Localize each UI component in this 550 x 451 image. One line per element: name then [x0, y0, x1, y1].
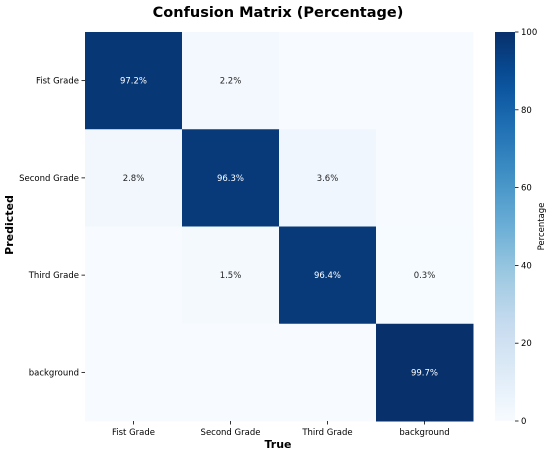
heatmap-cell — [182, 129, 280, 227]
x-tick-label: Third Grade — [301, 428, 352, 438]
cell-value-label: 97.2% — [120, 77, 147, 87]
heatmap-cell-labels: 97.2% 2.2% 2.8% 96.3% 3.6% 1.5% 96.4% 0.3% 99.7% — [120, 77, 438, 379]
y-tick-label: background — [29, 368, 79, 378]
x-axis-label: True — [264, 438, 291, 451]
cell-value-label: 3.6% — [317, 174, 339, 184]
heatmap-cell — [279, 226, 377, 325]
cell-value-label: 96.4% — [314, 271, 341, 281]
cell-value-label: 0.3% — [414, 271, 436, 281]
cell-value-label: 1.5% — [220, 271, 242, 281]
heatmap-cell — [279, 323, 377, 422]
colorbar-tick-label: 80 — [521, 106, 532, 116]
heatmap-cell — [85, 32, 183, 130]
colorbar-tick-label: 100 — [521, 28, 537, 38]
heatmap-cell — [182, 32, 280, 130]
x-tick-label: Second Grade — [201, 428, 261, 438]
cell-value-label: 2.2% — [220, 77, 242, 87]
chart-title: Confusion Matrix (Percentage) — [153, 5, 404, 21]
cell-value-label: 99.7% — [411, 368, 438, 378]
colorbar-tick-label: 20 — [521, 339, 532, 349]
x-axis-ticks: Fist Grade Second Grade Third Grade backgro… — [112, 421, 450, 438]
heatmap-cell — [279, 32, 377, 130]
y-tick-label: Third Grade — [28, 271, 79, 281]
colorbar-tick-label: 40 — [521, 261, 532, 271]
y-axis-ticks: Fist Grade Second Grade Third Grade backgro… — [19, 77, 85, 378]
heatmap-cell — [85, 323, 183, 422]
cell-value-label: 2.8% — [123, 174, 145, 184]
y-tick-label: Second Grade — [19, 174, 79, 184]
x-tick-label: Fist Grade — [112, 428, 155, 438]
heatmap-cell — [85, 226, 183, 325]
heatmap-cell — [85, 129, 183, 227]
cell-value-label: 96.3% — [217, 174, 244, 184]
colorbar-tick-label: 60 — [521, 184, 532, 194]
heatmap-cell — [376, 129, 474, 227]
y-axis-label: Predicted — [3, 195, 16, 255]
heatmap-cell — [182, 226, 280, 325]
heatmap-cell — [376, 323, 474, 422]
heatmap-cell — [376, 32, 474, 130]
colorbar-gradient — [495, 32, 515, 421]
x-tick-label: background — [399, 428, 449, 438]
heatmap-cell — [182, 323, 280, 422]
heatmap-cell — [279, 129, 377, 227]
heatmap-cell — [376, 226, 474, 325]
colorbar-label: Percentage — [537, 203, 547, 251]
colorbar: 0 20 40 60 80 100 Percentage — [495, 28, 547, 427]
y-tick-label: Fist Grade — [36, 77, 79, 87]
colorbar-tick-label: 0 — [521, 417, 526, 427]
heatmap-cells — [85, 32, 474, 422]
